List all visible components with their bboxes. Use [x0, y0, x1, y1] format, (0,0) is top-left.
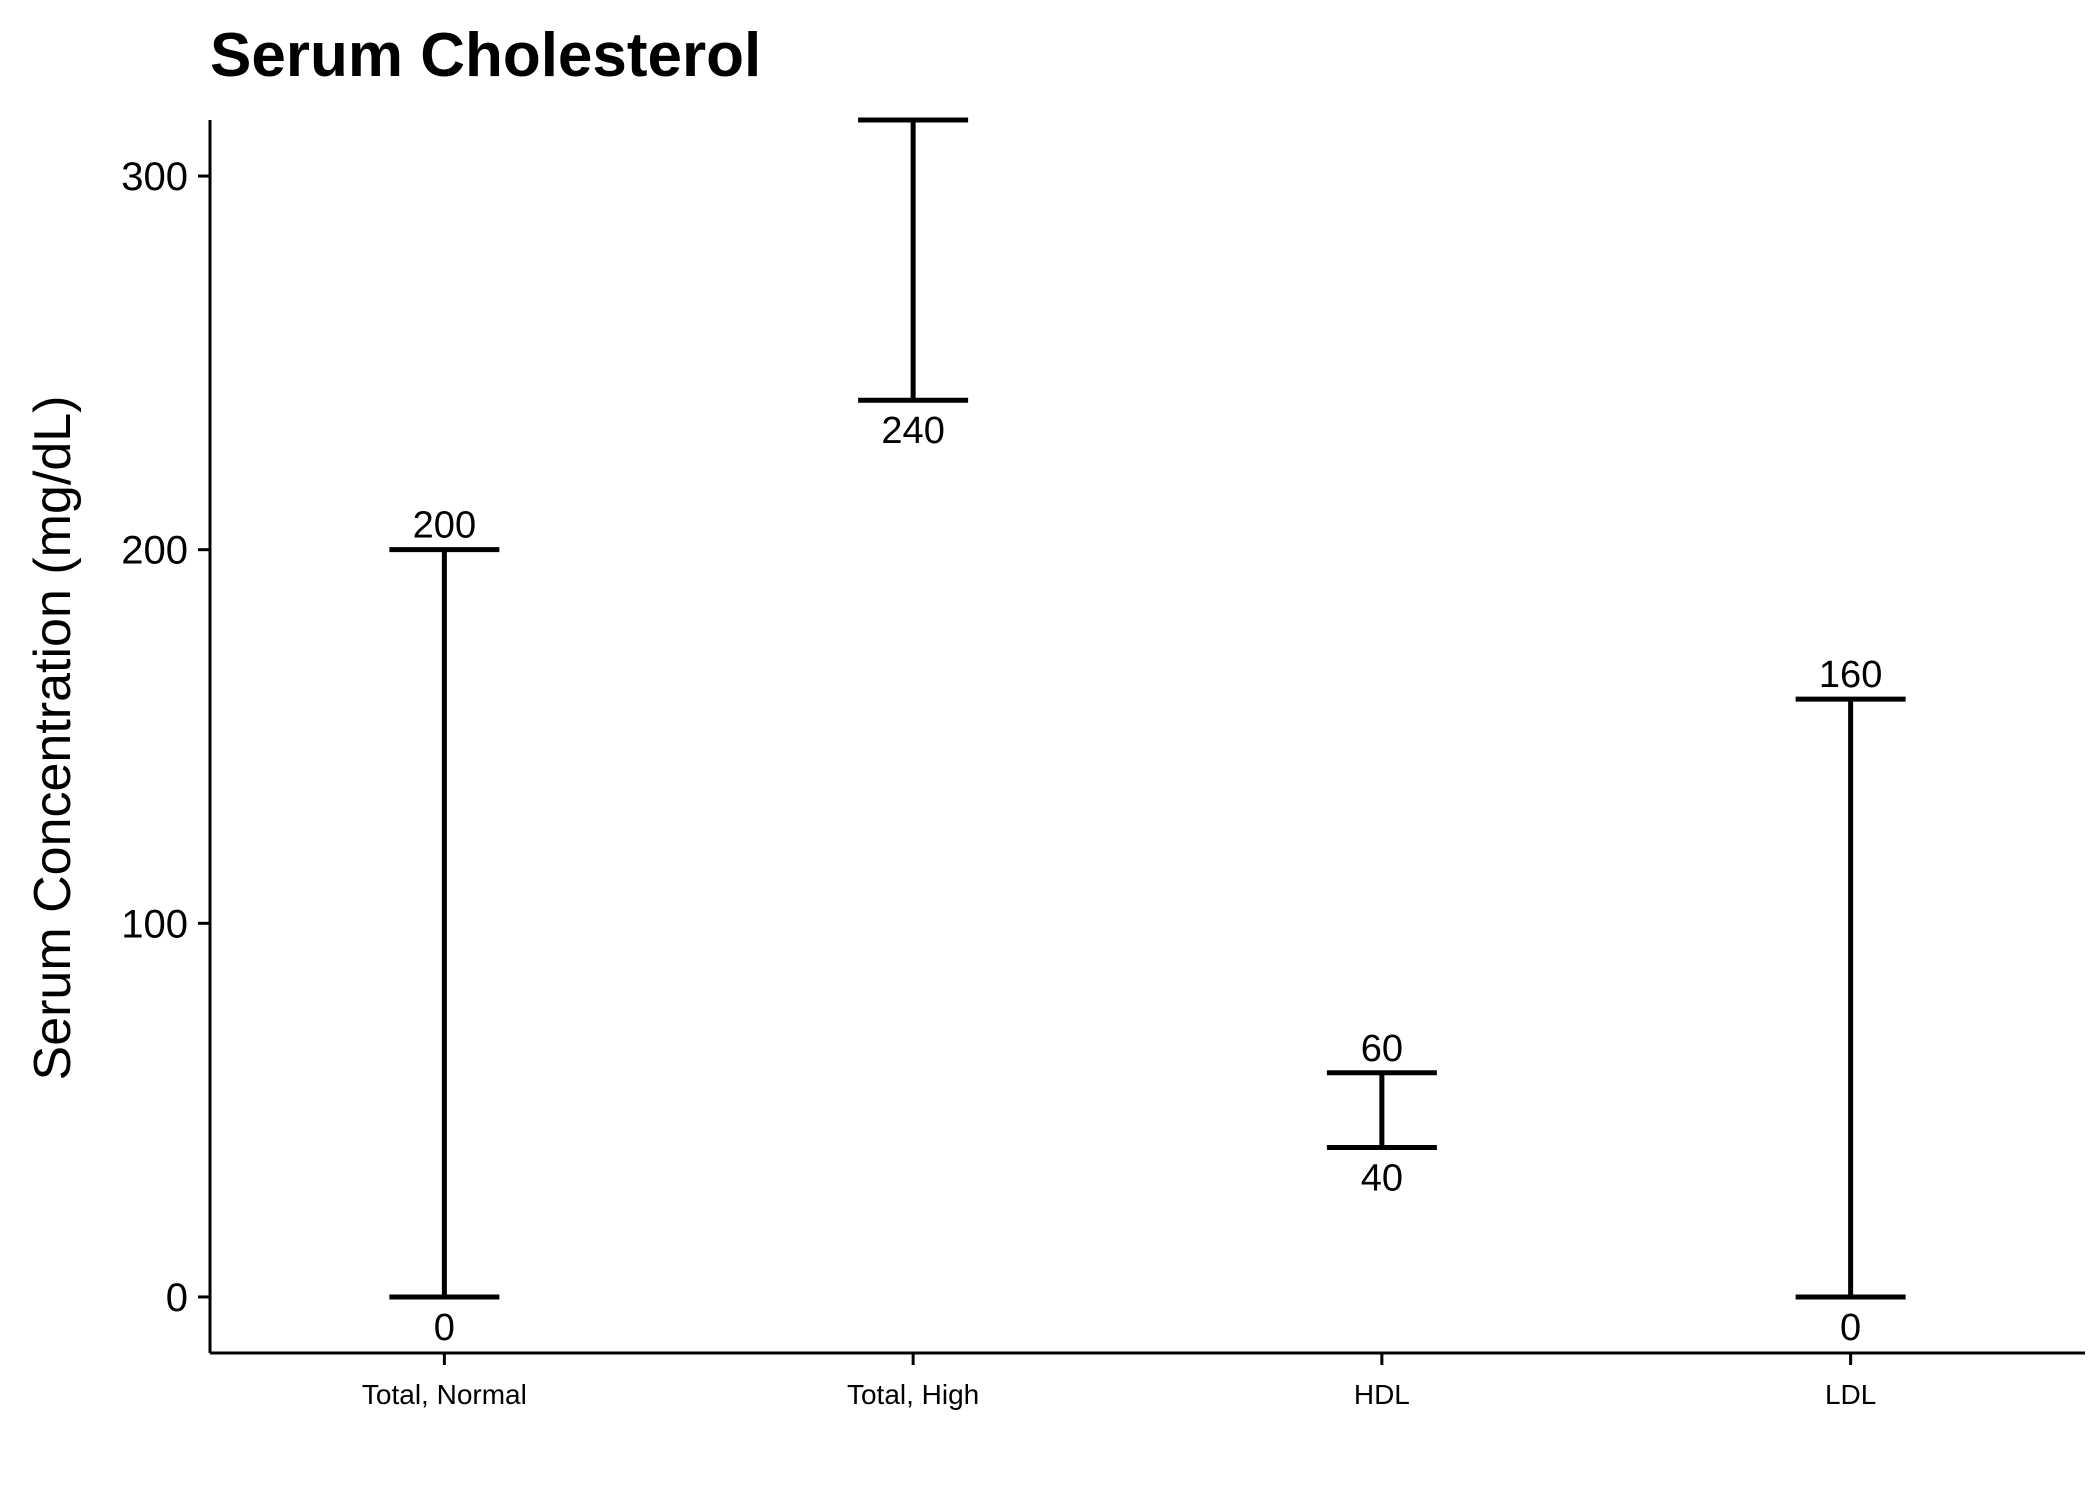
x-tick-label: HDL [1354, 1379, 1410, 1410]
range-marks: 200 0 240 60 40 160 0 [389, 117, 1906, 1349]
range-low-label: 0 [434, 1307, 455, 1349]
x-tick-label: Total, Normal [362, 1379, 527, 1410]
range-low-label: 0 [1840, 1307, 1861, 1349]
range-high-label: 200 [413, 505, 476, 547]
x-tick-label: Total, High [847, 1379, 979, 1410]
y-tick-label: 300 [121, 155, 188, 199]
range-low-label: 240 [881, 410, 944, 452]
axes: 0 100 200 300 Total, Normal Total, High HDL LDL [121, 120, 2085, 1410]
y-axis-label: Serum Concentration (mg/dL) [24, 396, 82, 1081]
x-tick-label: LDL [1825, 1379, 1876, 1410]
y-tick-label: 200 [121, 529, 188, 573]
range-low-label: 40 [1361, 1158, 1403, 1200]
y-tick-label: 100 [121, 902, 188, 946]
y-tick-label: 0 [166, 1276, 188, 1320]
range-high-label: 160 [1819, 654, 1882, 696]
range-high-label: 60 [1361, 1028, 1403, 1070]
chart-title: Serum Cholesterol [210, 21, 761, 90]
